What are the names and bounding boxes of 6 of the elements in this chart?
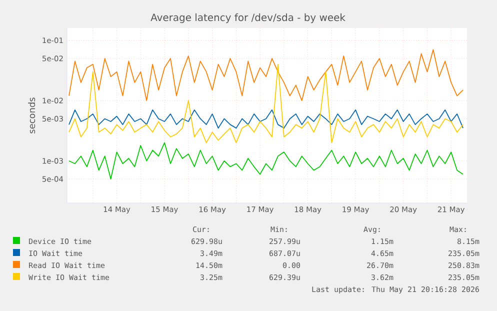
line-series	[68, 49, 464, 102]
chart-title: Average latency for /dev/sda - by week	[150, 13, 346, 24]
line-series	[68, 64, 464, 144]
line-series	[68, 142, 464, 180]
line-series	[68, 109, 464, 129]
y-axis-title: seconds	[28, 98, 36, 134]
